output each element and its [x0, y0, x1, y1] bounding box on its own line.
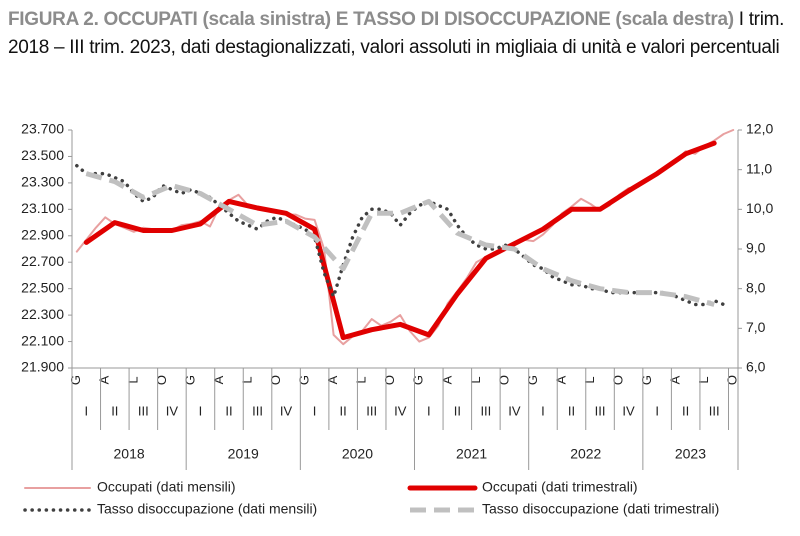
x-tick-label: G	[411, 375, 426, 385]
x-tick-label: L	[468, 376, 483, 383]
legend-label: Tasso disoccupazione (dati mensili)	[97, 501, 317, 517]
quarter-label: I	[427, 403, 431, 418]
y-tick-label: 22.500	[21, 279, 64, 295]
x-tick-label: A	[97, 375, 112, 384]
y2-tick-label: 12,0	[746, 121, 773, 137]
x-tick-label: O	[268, 375, 283, 385]
quarter-label: III	[366, 403, 377, 418]
quarter-label: III	[709, 403, 720, 418]
year-label: 2019	[228, 446, 259, 462]
quarter-label: II	[111, 403, 118, 418]
quarter-label: I	[655, 403, 659, 418]
x-tick-label: L	[582, 376, 597, 383]
y2-tick-label: 9,0	[746, 240, 766, 256]
x-tick-label: A	[668, 375, 683, 384]
x-tick-label: A	[211, 375, 226, 384]
year-label: 2022	[570, 446, 601, 462]
quarter-label: III	[595, 403, 606, 418]
x-tick-label: L	[239, 376, 254, 383]
quarter-label: II	[682, 403, 689, 418]
quarter-label: IV	[394, 403, 407, 418]
x-tick-label: O	[611, 375, 626, 385]
x-tick-label: G	[525, 375, 540, 385]
quarter-label: IV	[622, 403, 635, 418]
year-label: 2020	[342, 446, 373, 462]
y-tick-label: 23.500	[21, 147, 64, 163]
year-label: 2021	[456, 446, 487, 462]
x-tick-label: G	[182, 375, 197, 385]
y-tick-label: 23.700	[21, 121, 64, 137]
x-tick-label: G	[639, 375, 654, 385]
x-tick-label: O	[382, 375, 397, 385]
x-tick-label: O	[725, 375, 740, 385]
quarter-label: I	[84, 403, 88, 418]
x-tick-label: O	[154, 375, 169, 385]
quarter-label: II	[568, 403, 575, 418]
quarter-label: II	[225, 403, 232, 418]
x-tick-label: A	[553, 375, 568, 384]
quarter-label: II	[340, 403, 347, 418]
y-tick-label: 21.900	[21, 359, 64, 375]
y-tick-label: 23.100	[21, 200, 64, 216]
x-tick-label: G	[68, 375, 83, 385]
legend-label: Tasso disoccupazione (dati trimestrali)	[482, 501, 719, 517]
year-label: 2018	[114, 446, 145, 462]
header: FIGURA 2. OCCUPATI (scala sinistra) E TA…	[8, 6, 788, 62]
y-tick-label: 22.300	[21, 306, 64, 322]
chart-subtitle: I trim. 2018 – III trim. 2023, dati dest…	[8, 9, 785, 58]
x-tick-label: L	[696, 376, 711, 383]
x-tick-label: L	[125, 376, 140, 383]
quarter-label: II	[454, 403, 461, 418]
y2-tick-label: 10,0	[746, 200, 773, 216]
y2-tick-label: 7,0	[746, 319, 766, 335]
x-tick-label: G	[297, 375, 312, 385]
quarter-label: I	[541, 403, 545, 418]
series-line	[75, 163, 726, 307]
year-label: 2023	[675, 446, 706, 462]
legend-label: Occupati (dati trimestrali)	[482, 479, 638, 495]
series-line	[83, 140, 717, 341]
x-tick-label: L	[354, 376, 369, 383]
quarter-label: III	[480, 403, 491, 418]
y-tick-label: 23.300	[21, 174, 64, 190]
quarter-label: IV	[280, 403, 293, 418]
quarter-label: I	[313, 403, 317, 418]
quarter-label: III	[138, 403, 149, 418]
chart-title: FIGURA 2. OCCUPATI (scala sinistra) E TA…	[8, 9, 734, 30]
legend-label: Occupati (dati mensili)	[97, 479, 236, 495]
quarter-label: IV	[166, 403, 179, 418]
y-tick-label: 22.700	[21, 253, 64, 269]
y-tick-label: 22.100	[21, 332, 64, 348]
x-tick-label: A	[325, 375, 340, 384]
quarter-label: IV	[508, 403, 521, 418]
y2-tick-label: 6,0	[746, 359, 766, 375]
x-tick-label: O	[496, 375, 511, 385]
y2-tick-label: 11,0	[746, 160, 772, 176]
x-tick-label: A	[439, 375, 454, 384]
quarter-label: III	[252, 403, 263, 418]
quarter-label: I	[199, 403, 203, 418]
series-line	[75, 129, 735, 346]
y-tick-label: 22.900	[21, 226, 64, 242]
y2-tick-label: 8,0	[746, 279, 766, 295]
